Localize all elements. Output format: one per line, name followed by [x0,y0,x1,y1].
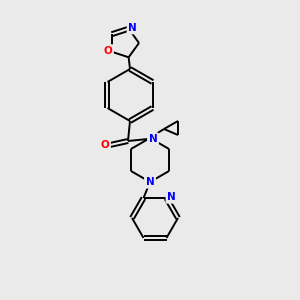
Text: N: N [148,134,158,144]
Text: N: N [167,192,176,202]
Text: N: N [128,23,137,33]
Text: N: N [146,177,154,187]
Text: O: O [103,46,112,56]
Text: O: O [100,140,109,150]
